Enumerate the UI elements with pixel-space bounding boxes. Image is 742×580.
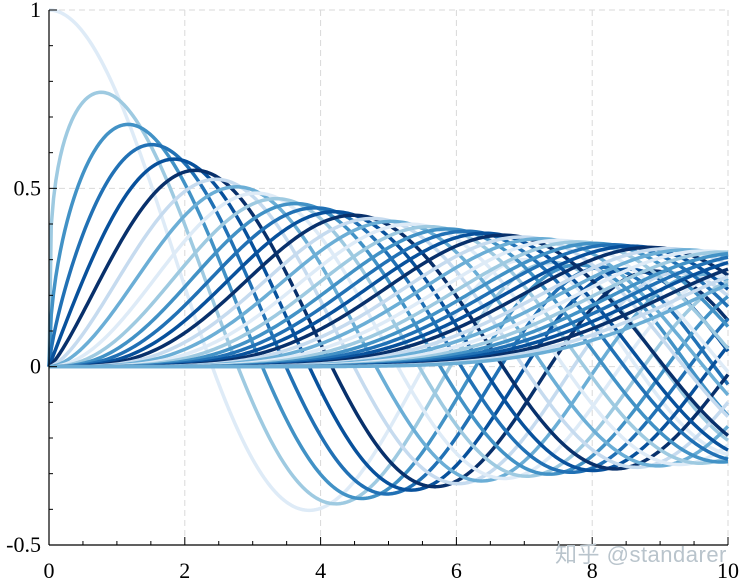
tick-labels: 0 2 4 6 8 10-0.500.51 — [6, 0, 739, 580]
x-tick-label-4: 8 — [587, 558, 598, 580]
y-tick-label-0: -0.5 — [6, 532, 41, 557]
series-line-J1.75 — [48, 185, 729, 483]
y-tick-label-3: 1 — [30, 0, 41, 22]
x-tick-label-0: 0 — [44, 558, 55, 580]
series-line-J9.75 — [49, 282, 729, 369]
series-lines — [47, 8, 730, 513]
series-line-J2.5 — [48, 201, 730, 476]
series-line-J2.75 — [49, 206, 730, 475]
watermark-text: 知乎 @standarer — [555, 542, 727, 567]
x-tick-label-3: 6 — [451, 558, 462, 580]
series-line-J4 — [49, 222, 730, 467]
series-line-J3.25 — [49, 213, 730, 471]
tick-marks — [48, 9, 729, 546]
x-tick-label-5: 10 — [717, 558, 739, 580]
series-line-J3.75 — [49, 219, 730, 468]
series-line-J2 — [48, 191, 729, 481]
x-tick-label-2: 4 — [315, 558, 326, 580]
y-tick-label-1: 0 — [30, 354, 41, 379]
y-tick-label-2: 0.5 — [14, 175, 42, 200]
x-tick-label-1: 2 — [179, 558, 190, 580]
